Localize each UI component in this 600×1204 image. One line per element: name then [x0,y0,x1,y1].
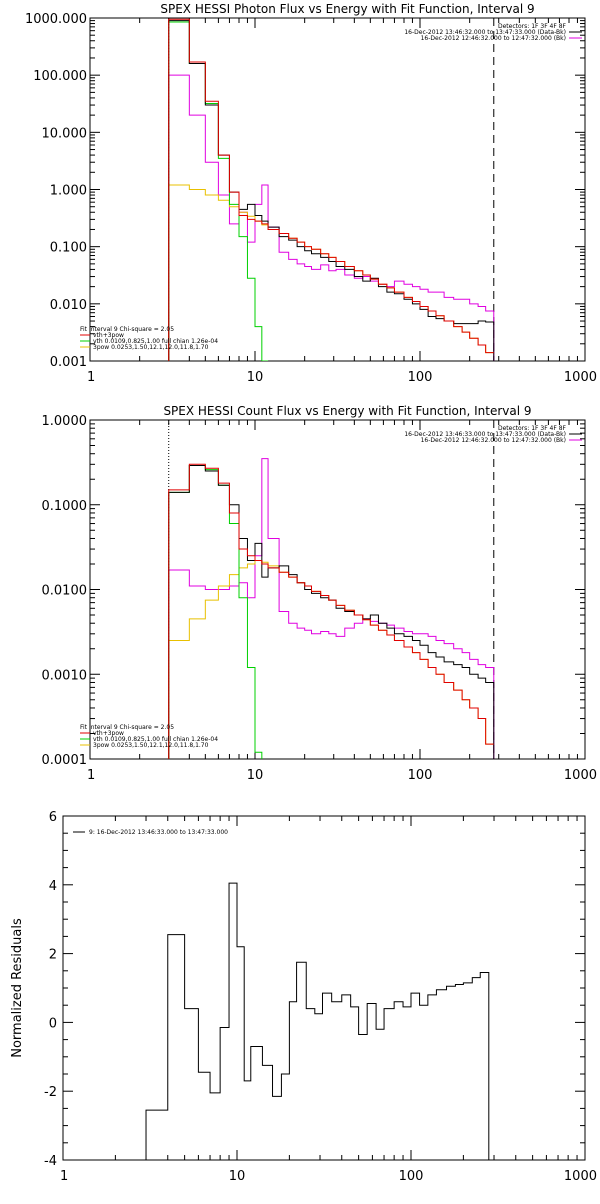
y-tick-label: 2 [49,948,57,963]
legend-header-line: 16-Dec-2012 12:46:32.000 to 12:47:32.000… [421,437,566,444]
fit-legend-entry: Fit Interval 9 Chi-square = 2.05 [80,326,174,333]
y-tick-label: 0.010 [50,298,87,313]
y-tick-label: -4 [44,1154,57,1169]
legend-header-line: 16-Dec-2012 13:46:32.000 to 13:47:33.000… [404,29,566,36]
series-group [145,882,490,1160]
chart-title: SPEX HESSI Count Flux vs Energy with Fit… [163,404,531,418]
y-tick-label: 1.0000 [42,414,88,429]
series-bk-histogram [168,458,495,759]
y-axis-label: Normalized Residuals [10,918,25,1058]
legend-header-line: 16-Dec-2012 12:46:32.000 to 12:47:32.000… [421,35,566,42]
legend-header-line: 16-Dec-2012 13:46:33.000 to 13:47:33.000… [404,431,566,438]
y-tick-label: 0.0010 [42,668,88,683]
y-tick-label: 0.0100 [42,584,88,599]
plot-frame [62,815,586,1161]
x-tick-label: 1000 [564,1169,597,1184]
fit-legend-entry: 3pow 0.0253,1.50,12.1,12.0,11.8,1.70 [93,742,209,749]
fit-legend-entry: vth+3pow [93,332,124,339]
legend-header-line: Detectors: 1F 3F 4F 8F [498,23,567,30]
x-tick-label: 100 [399,1169,424,1184]
series-vth-histogram [168,465,263,759]
series-vth-3pow-histogram [168,463,494,759]
x-tick-label: 1 [60,1169,68,1184]
chart-panel-1: SPEX HESSI Photon Flux vs Energy with Fi… [25,2,597,385]
series-data-histogram [168,465,495,759]
y-tick-label: 1000.000 [25,12,87,27]
x-tick-label: 10 [247,768,264,783]
x-tick-label: 10 [229,1169,246,1184]
fit-legend-entry: vth 0.0109,0.825,1.00 full chian 1.26e-0… [93,338,218,345]
plot-frame [89,419,586,760]
x-tick-label: 100 [408,370,433,385]
y-tick-label: 4 [49,879,57,894]
y-tick-label: 100.000 [33,69,87,84]
y-tick-label: 0.001 [50,355,87,370]
x-tick-label: 100 [408,768,433,783]
series-data-histogram [168,20,495,361]
series-group [168,18,495,361]
fit-legend-entry: vth 0.0109,0.825,1.00 full chian 1.26e-0… [93,736,218,743]
y-tick-label: 0.0001 [42,753,88,768]
y-tick-label: 6 [49,810,57,825]
series-3pow-histogram [168,559,494,759]
series-residuals-histogram [145,882,490,1160]
series-3pow-histogram [168,184,494,361]
y-tick-label: 10.000 [42,126,88,141]
chart-panel-3: 1 10 100 1000 6 4 2 0 -2 -4 Normalized Residuals 9:… [10,810,597,1184]
chart-title: SPEX HESSI Photon Flux vs Energy with Fi… [160,2,534,16]
chart-panel-2: SPEX HESSI Count Flux vs Energy with Fit… [42,404,598,783]
x-tick-label: 1000 [564,370,597,385]
fit-legend-entry: vth+3pow [93,730,124,737]
fit-legend-entry: Fit Interval 9 Chi-square = 2.05 [80,724,174,731]
residual-legend-entry: 9: 16-Dec-2012 13:46:33.000 to 13:47:33.… [89,829,228,836]
y-tick-label: -2 [44,1085,57,1100]
y-tick-label: 0.100 [50,241,87,256]
series-group [168,458,495,759]
legend-header-line: Detectors: 1F 3F 4F 8F [498,425,567,432]
x-tick-label: 1 [87,370,95,385]
y-tick-label: 0.1000 [42,499,88,514]
y-tick-label: 1.000 [50,184,87,199]
x-tick-label: 1 [87,768,95,783]
series-bk-histogram [168,74,495,361]
x-tick-label: 1000 [564,768,597,783]
series-vth-3pow-histogram [168,18,494,361]
plot-frame [89,17,586,362]
y-tick-label: 0 [49,1016,57,1031]
x-tick-label: 10 [247,370,264,385]
fit-legend-entry: 3pow 0.0253,1.50,12.1,12.0,11.8,1.70 [93,344,209,351]
